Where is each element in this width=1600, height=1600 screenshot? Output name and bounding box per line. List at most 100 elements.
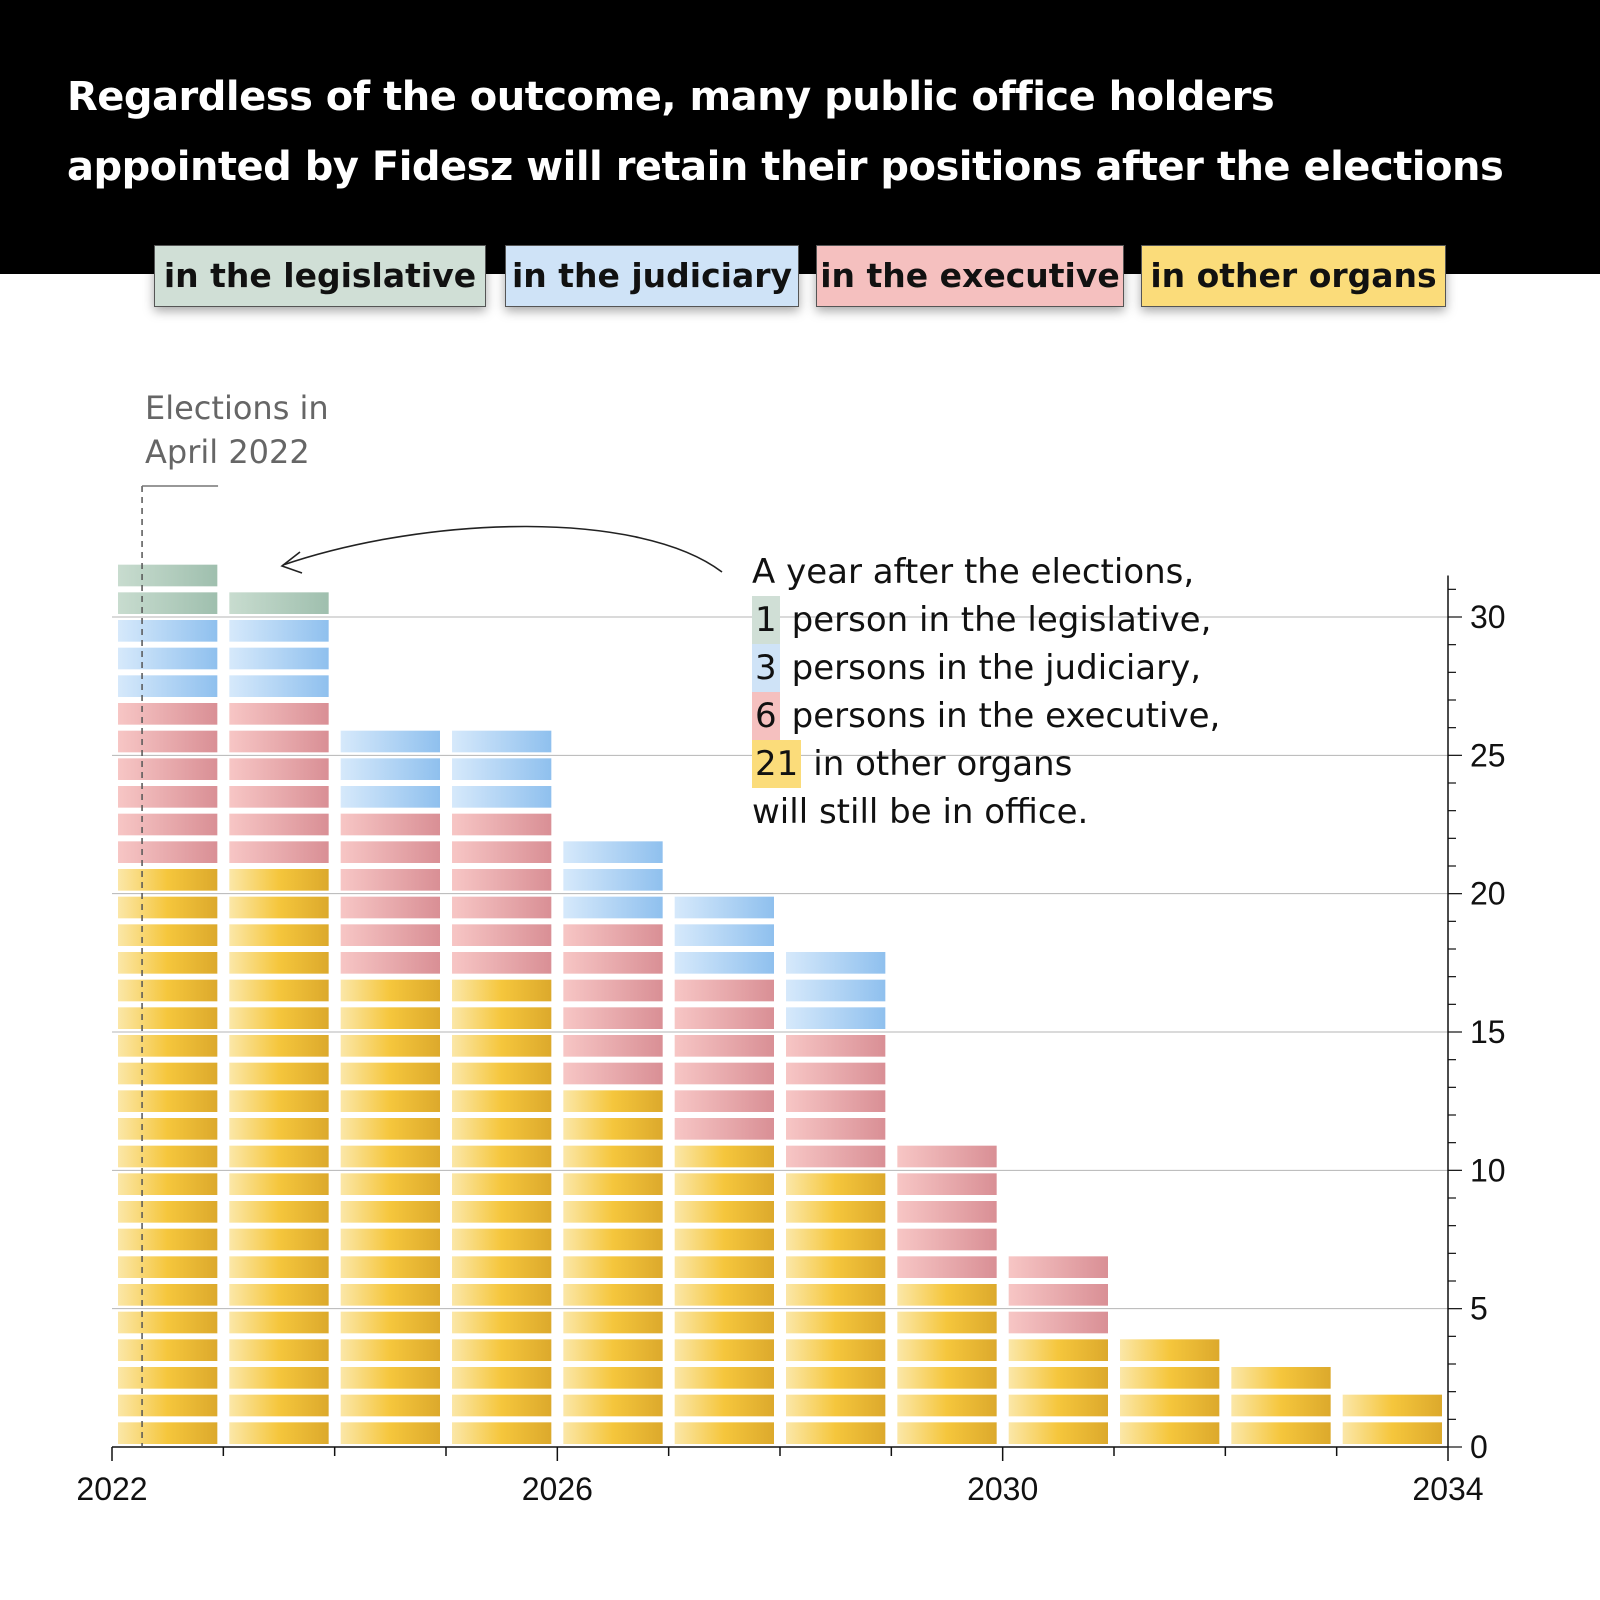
header-band — [0, 0, 1600, 274]
bar-block-other — [563, 1367, 663, 1389]
bar-block-executive — [786, 1090, 886, 1112]
bar-block-other — [229, 1367, 329, 1389]
bar-block-other — [118, 952, 218, 974]
bar-block-other — [340, 1311, 440, 1334]
bar-block-other — [1231, 1422, 1331, 1444]
bar-block-other — [563, 1339, 663, 1361]
bar-block-executive — [674, 979, 774, 1002]
bar-block-other — [897, 1422, 997, 1444]
bar-block-executive — [452, 841, 552, 863]
bar-block-executive — [452, 924, 552, 946]
bar-block-other — [786, 1311, 886, 1334]
bar-block-judiciary — [229, 647, 329, 670]
bar-block-other — [340, 1118, 440, 1140]
bar-block-other — [786, 1173, 886, 1195]
annotation-line-1: A year after the elections, — [752, 552, 1195, 592]
bar-block-judiciary — [786, 979, 886, 1002]
bar-block-other — [452, 1422, 552, 1444]
bar-block-other — [563, 1311, 663, 1334]
bar-block-other — [452, 1062, 552, 1085]
annotation-item-legislative: 1 person in the legislative, — [752, 596, 1220, 644]
bar-block-other — [340, 1173, 440, 1195]
bar-block-other — [340, 1422, 440, 1444]
bar-block-executive — [674, 1118, 774, 1140]
annotation-text-executive: persons in the executive, — [791, 696, 1221, 736]
bar-block-executive — [229, 786, 329, 808]
bar-block-judiciary — [340, 758, 440, 780]
bar-block-judiciary — [229, 675, 329, 697]
y-tick-label: 20 — [1470, 876, 1506, 912]
bar-block-judiciary — [340, 786, 440, 808]
bar-block-other — [1120, 1367, 1220, 1389]
bar-block-other — [563, 1228, 663, 1251]
bar-block-other — [563, 1090, 663, 1112]
bar-block-judiciary — [118, 675, 218, 697]
bar-block-other — [452, 1367, 552, 1389]
bar-block-other — [118, 1173, 218, 1195]
bar-block-other — [118, 979, 218, 1002]
bar-block-other — [340, 1339, 440, 1361]
bar-block-other — [563, 1201, 663, 1223]
bar-block-other — [452, 1201, 552, 1223]
bar-block-other — [674, 1394, 774, 1417]
bar-block-other — [118, 1367, 218, 1389]
y-tick-label: 0 — [1470, 1429, 1488, 1465]
legend-legislative-label: in the legislative — [163, 256, 477, 295]
annotation-last-line: will still be in office. — [752, 792, 1089, 832]
bar-block-other — [674, 1173, 774, 1195]
bar-block-other — [563, 1256, 663, 1278]
bar-block-executive — [563, 952, 663, 974]
bar-block-judiciary — [229, 620, 329, 642]
bar-block-other — [229, 1311, 329, 1334]
bar-block-executive — [1008, 1311, 1108, 1334]
bar-block-other — [118, 1035, 218, 1057]
bar-block-judiciary — [674, 952, 774, 974]
bar-block-judiciary — [674, 924, 774, 946]
bar-block-other — [229, 1394, 329, 1417]
bar-block-other — [674, 1228, 774, 1251]
x-tick-label: 2026 — [522, 1471, 593, 1507]
bar-block-other — [229, 1422, 329, 1444]
annotation-num-judiciary: 3 — [752, 644, 780, 692]
legend-other: in other organs — [1141, 245, 1446, 307]
bar-block-executive — [340, 841, 440, 863]
bar-block-executive — [1008, 1256, 1108, 1278]
bar-block-other — [674, 1256, 774, 1278]
bar-block-other — [1008, 1394, 1108, 1417]
bar-block-other — [786, 1201, 886, 1223]
bar-block-executive — [786, 1062, 886, 1085]
bar-block-other — [118, 1062, 218, 1085]
bar-block-other — [1120, 1394, 1220, 1417]
bar-block-other — [229, 1228, 329, 1251]
y-tick-label: 25 — [1470, 737, 1506, 773]
bar-block-other — [118, 1311, 218, 1334]
election-label: Elections in April 2022 — [145, 386, 329, 474]
annotation-num-executive: 6 — [752, 692, 780, 740]
bar-block-executive — [118, 813, 218, 836]
bar-block-judiciary — [786, 952, 886, 974]
bar-block-other — [340, 1228, 440, 1251]
bar-block-judiciary — [786, 1007, 886, 1029]
bar-block-other — [229, 979, 329, 1002]
bar-block-other — [563, 1173, 663, 1195]
bar-block-executive — [897, 1173, 997, 1195]
bar-block-executive — [229, 730, 329, 753]
bar-block-other — [229, 924, 329, 946]
bar-block-other — [563, 1118, 663, 1140]
bar-block-other — [118, 1228, 218, 1251]
bar-block-other — [452, 1228, 552, 1251]
annotation-item-judiciary: 3 persons in the judiciary, — [752, 644, 1220, 692]
bar-block-other — [786, 1339, 886, 1361]
bar-block-other — [452, 1394, 552, 1417]
bar-block-other — [340, 1145, 440, 1168]
bar-block-other — [674, 1339, 774, 1361]
bar-block-other — [563, 1284, 663, 1306]
bar-block-executive — [340, 813, 440, 836]
bar-block-other — [118, 1284, 218, 1306]
bar-block-other — [1008, 1422, 1108, 1444]
bar-block-executive — [118, 758, 218, 780]
bar-block-other — [340, 1201, 440, 1223]
bar-block-other — [452, 1035, 552, 1057]
bar-block-legislative — [229, 592, 329, 614]
bar-block-other — [897, 1339, 997, 1361]
